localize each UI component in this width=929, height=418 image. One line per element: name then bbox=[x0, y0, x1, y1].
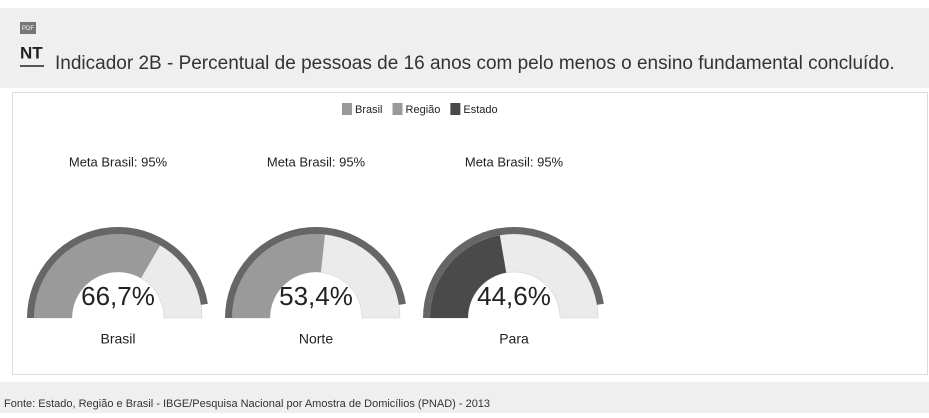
value-label: 53,4% bbox=[279, 281, 353, 311]
chart-panel bbox=[12, 92, 928, 375]
gauge-fill bbox=[232, 234, 325, 318]
target-label: Meta Brasil: 95% bbox=[267, 154, 366, 169]
title: Indicador 2B - Percentual de pessoas de … bbox=[55, 53, 895, 74]
pdf-icon bbox=[20, 22, 36, 34]
value-label: 66,7% bbox=[81, 281, 155, 311]
gauge-label: Norte bbox=[299, 331, 333, 347]
legend-swatch bbox=[392, 103, 403, 115]
legend-label: Região bbox=[406, 104, 441, 116]
legend-swatch bbox=[342, 103, 352, 115]
footer-band bbox=[0, 382, 929, 413]
nt-icon: NT bbox=[20, 43, 43, 62]
pdf-icon-label: PDF bbox=[22, 26, 34, 32]
gauge-fill bbox=[34, 234, 161, 318]
gauge-fill bbox=[430, 235, 507, 318]
source: Fonte: Estado, Região e Brasil - IBGE/Pe… bbox=[4, 398, 490, 410]
target-label: Meta Brasil: 95% bbox=[69, 154, 168, 169]
value-label: 44,6% bbox=[477, 281, 551, 311]
legend-swatch bbox=[450, 103, 461, 115]
legend-label: Brasil bbox=[355, 104, 383, 116]
legend-label: Estado bbox=[463, 104, 497, 116]
gauge-label: Brasil bbox=[100, 331, 135, 347]
target-label: Meta Brasil: 95% bbox=[465, 154, 564, 169]
gauge-label: Para bbox=[499, 331, 529, 347]
header-band bbox=[0, 8, 929, 88]
